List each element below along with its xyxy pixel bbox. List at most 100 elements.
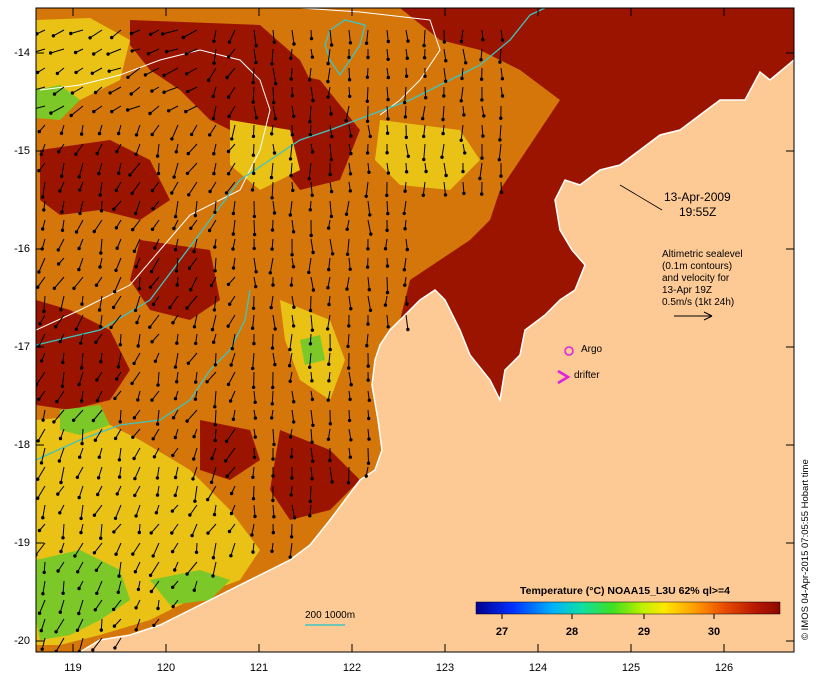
velocity-arrowhead (148, 32, 153, 36)
velocity-arrowhead (60, 174, 64, 178)
velocity-arrowhead (385, 290, 390, 295)
velocity-arrow (36, 105, 46, 109)
velocity-arrow (39, 599, 46, 614)
velocity-arrow (191, 124, 198, 135)
velocity-arrowhead (91, 418, 96, 423)
velocity-arrow (111, 105, 122, 113)
velocity-arrowhead (212, 61, 216, 65)
velocity-arrowhead (56, 248, 60, 252)
velocity-arrowhead (74, 152, 78, 157)
velocity-arrowhead (170, 137, 174, 141)
velocity-arrowhead (171, 416, 176, 420)
velocity-arrowhead (213, 245, 217, 249)
velocity-arrowhead (155, 493, 160, 497)
velocity-arrow (271, 181, 274, 198)
velocity-arrowhead (270, 62, 274, 66)
velocity-arrowhead (38, 322, 42, 326)
velocity-arrowhead (150, 340, 154, 344)
velocity-arrow (252, 67, 255, 83)
velocity-arrowhead (192, 457, 196, 461)
velocity-arrowhead (366, 461, 371, 465)
velocity-arrow (348, 295, 352, 309)
velocity-arrowhead (403, 189, 407, 193)
velocity-arrowhead (131, 435, 135, 439)
velocity-arrowhead (115, 377, 119, 381)
velocity-arrowhead (168, 305, 172, 310)
velocity-arrow (308, 162, 312, 179)
velocity-arrow (89, 29, 103, 39)
velocity-arrowhead (310, 150, 315, 154)
velocity-arrowhead (117, 574, 121, 578)
velocity-arrow (72, 86, 84, 94)
velocity-arrowhead (94, 568, 99, 572)
velocity-arrow (291, 390, 295, 402)
velocity-arrowhead (498, 60, 502, 64)
velocity-arrow (500, 181, 503, 193)
velocity-arrowhead (206, 78, 211, 82)
velocity-arrow (347, 238, 350, 255)
velocity-arrowhead (93, 608, 98, 612)
velocity-arrowhead (99, 628, 104, 632)
velocity-arrowhead (205, 380, 209, 384)
bathy-200m-contour-east (299, 8, 441, 116)
velocity-arrowhead (59, 131, 64, 136)
velocity-arrow (81, 428, 84, 444)
velocity-arrowhead (253, 416, 258, 420)
velocity-arrowhead (137, 530, 142, 535)
velocity-arrow (423, 29, 426, 46)
velocity-arrowhead (348, 455, 352, 459)
velocity-arrowhead (171, 321, 175, 325)
axis-ticks (36, 8, 794, 652)
velocity-arrowhead (209, 283, 214, 288)
velocity-arrowhead (156, 383, 160, 387)
velocity-arrowhead (172, 175, 176, 179)
velocity-arrow (135, 200, 141, 214)
velocity-arrow (77, 618, 84, 631)
velocity-arrow (42, 504, 46, 518)
velocity-arrowhead (118, 420, 122, 424)
velocity-arrowhead (308, 208, 312, 212)
velocity-arrowhead (93, 90, 98, 95)
velocity-arrowhead (39, 359, 44, 363)
velocity-arrowhead (226, 172, 231, 176)
velocity-arrowhead (37, 270, 41, 274)
velocity-arrowhead (134, 152, 138, 157)
velocity-arrow (156, 466, 160, 478)
velocity-arrow (209, 124, 217, 136)
velocity-arrowhead (479, 58, 483, 62)
velocity-arrowhead (90, 71, 95, 76)
velocity-arrowhead (345, 287, 349, 291)
velocity-arrow (75, 143, 84, 155)
velocity-arrow (405, 238, 408, 250)
velocity-arrowhead (98, 325, 103, 329)
velocity-arrowhead (328, 347, 332, 352)
velocity-arrow (194, 485, 198, 502)
velocity-arrowhead (192, 434, 196, 439)
velocity-arrowhead (97, 131, 102, 136)
velocity-arrowhead (273, 362, 277, 367)
velocity-arrowhead (185, 572, 189, 576)
velocity-arrowhead (213, 210, 217, 215)
lat-label: -15 (14, 145, 30, 157)
velocity-arrow (173, 162, 179, 178)
velocity-arrowhead (213, 405, 217, 409)
velocity-arrow (77, 561, 84, 573)
velocity-arrow (135, 618, 141, 630)
velocity-arrowhead (224, 459, 228, 463)
velocity-arrow (253, 124, 255, 137)
velocity-arrowhead (369, 232, 373, 236)
velocity-arrow (252, 86, 255, 103)
velocity-arrowhead (367, 170, 371, 175)
velocity-arrowhead (346, 481, 351, 485)
velocity-arrow (132, 428, 141, 438)
velocity-arrowhead (96, 476, 101, 480)
velocity-arrowhead (99, 251, 103, 255)
velocity-arrow (96, 390, 103, 401)
bathy-1000m-contour-south (36, 289, 251, 461)
velocity-arrow (329, 238, 334, 254)
velocity-arrow (310, 86, 314, 101)
velocity-arrow (386, 276, 388, 293)
velocity-arrowhead (134, 606, 138, 610)
sst-green-patches (36, 85, 325, 640)
velocity-arrow (175, 200, 179, 217)
